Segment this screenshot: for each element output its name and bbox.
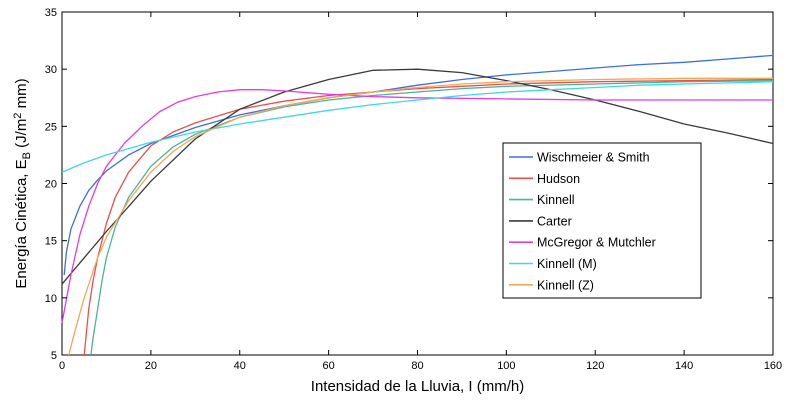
legend-label: Carter xyxy=(537,214,572,228)
y-tick-label: 15 xyxy=(45,236,57,248)
legend-label: Kinnell (M) xyxy=(537,257,597,271)
series-line-6 xyxy=(61,81,774,173)
legend-label: Hudson xyxy=(537,172,580,186)
legend-label: Kinnell (Z) xyxy=(537,278,594,292)
y-tick-label: 10 xyxy=(45,293,57,305)
legend-label: Kinnell xyxy=(537,193,575,207)
series-line-3 xyxy=(90,79,774,356)
x-tick-label: 140 xyxy=(675,360,693,372)
legend-box xyxy=(502,142,702,299)
series-layer xyxy=(61,54,774,356)
y-tick-label: 5 xyxy=(51,350,57,362)
ticks-layer: 0 20 40 60 80 100 120 140 160 5 10 15 20 25 30 35 xyxy=(45,7,782,372)
series-line-4 xyxy=(61,68,774,285)
series-line-2 xyxy=(83,78,774,356)
y-tick-label: 35 xyxy=(45,7,57,19)
y-axis-title-main: Energía Cinética, E xyxy=(13,159,30,288)
legend-label: McGregor & Mutchler xyxy=(537,236,656,250)
x-tick-label: 60 xyxy=(323,360,335,372)
x-tick-label: 120 xyxy=(586,360,604,372)
y-axis-title-sub: B xyxy=(21,152,33,159)
y-axis-title: Energía Cinética, EB (J/m2 mm) xyxy=(12,78,33,288)
x-tick-label: 20 xyxy=(145,360,157,372)
y-tick-label: 30 xyxy=(45,64,57,76)
y-tick-label: 25 xyxy=(45,121,57,133)
x-tick-label: 100 xyxy=(497,360,515,372)
x-tick-label: 0 xyxy=(59,360,65,372)
series-line-5 xyxy=(61,89,773,324)
y-axis-title-sup: 2 xyxy=(12,113,24,119)
y-tick-label: 20 xyxy=(45,179,57,191)
y-axis-title-unit-end: mm) xyxy=(13,78,30,112)
x-tick-label: 160 xyxy=(764,360,782,372)
x-tick-label: 40 xyxy=(234,360,246,372)
legend: Wischmeier & Smith Hudson Kinnell Carter McG… xyxy=(502,142,702,299)
y-axis-title-unit: (J/m xyxy=(13,119,30,152)
x-tick-label: 80 xyxy=(411,360,423,372)
legend-label: Wischmeier & Smith xyxy=(537,151,650,165)
series-line-7 xyxy=(68,77,773,356)
x-axis-title: Intensidad de la Lluvia, I (mm/h) xyxy=(311,378,524,395)
